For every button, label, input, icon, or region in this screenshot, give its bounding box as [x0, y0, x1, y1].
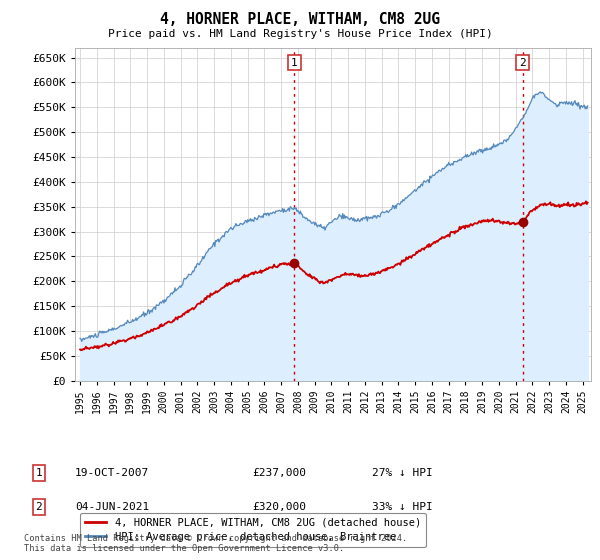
Text: 2: 2 — [35, 502, 43, 512]
Text: £320,000: £320,000 — [252, 502, 306, 512]
Text: 4, HORNER PLACE, WITHAM, CM8 2UG: 4, HORNER PLACE, WITHAM, CM8 2UG — [160, 12, 440, 27]
Text: 04-JUN-2021: 04-JUN-2021 — [75, 502, 149, 512]
Text: 33% ↓ HPI: 33% ↓ HPI — [372, 502, 433, 512]
Text: Contains HM Land Registry data © Crown copyright and database right 2024.
This d: Contains HM Land Registry data © Crown c… — [24, 534, 407, 553]
Legend: 4, HORNER PLACE, WITHAM, CM8 2UG (detached house), HPI: Average price, detached : 4, HORNER PLACE, WITHAM, CM8 2UG (detach… — [80, 512, 426, 547]
Text: 1: 1 — [291, 58, 298, 68]
Text: 19-OCT-2007: 19-OCT-2007 — [75, 468, 149, 478]
Text: 27% ↓ HPI: 27% ↓ HPI — [372, 468, 433, 478]
Text: 2: 2 — [519, 58, 526, 68]
Text: Price paid vs. HM Land Registry's House Price Index (HPI): Price paid vs. HM Land Registry's House … — [107, 29, 493, 39]
Text: £237,000: £237,000 — [252, 468, 306, 478]
Text: 1: 1 — [35, 468, 43, 478]
